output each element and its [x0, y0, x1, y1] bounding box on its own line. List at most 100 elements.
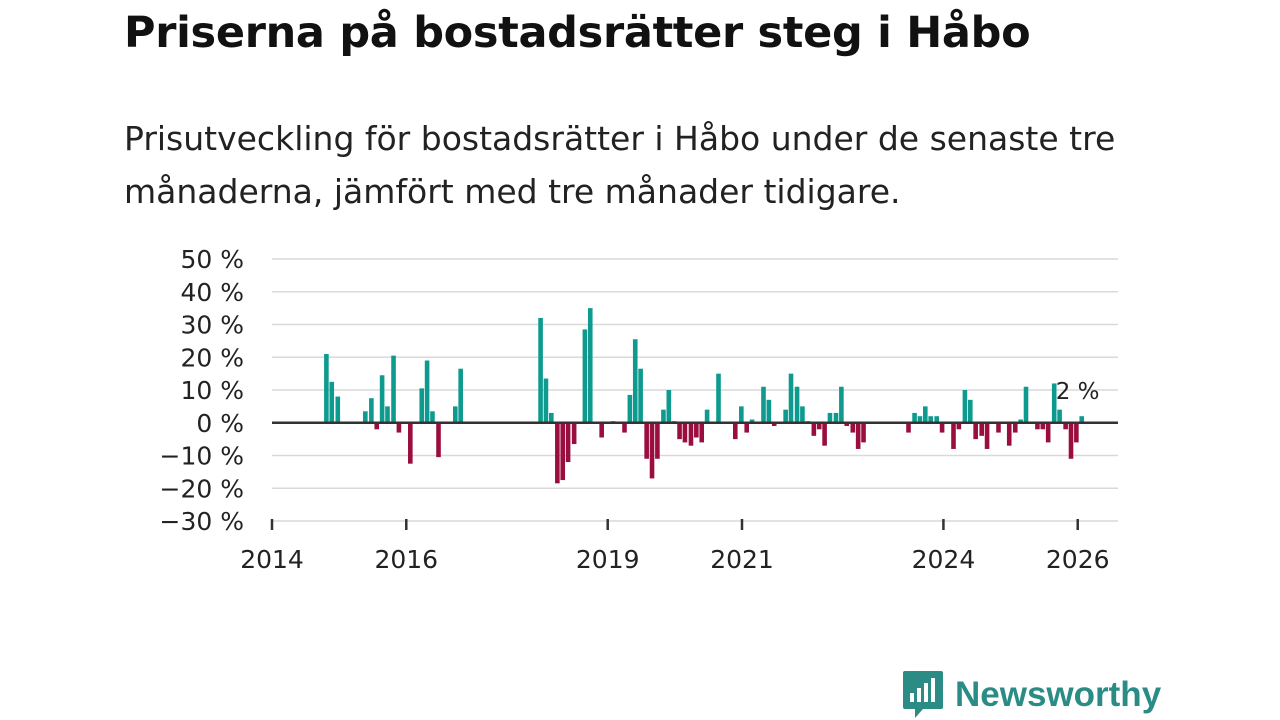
x-tick-label: 2019 [576, 545, 640, 574]
bar [385, 406, 390, 423]
bar [811, 422, 817, 436]
bar [374, 422, 380, 430]
y-tick-label: 10 % [180, 376, 244, 405]
y-tick-label: −20 % [160, 474, 244, 503]
bar [839, 386, 844, 423]
bar [788, 373, 794, 423]
x-tick-label: 2021 [710, 545, 774, 574]
bar [419, 388, 425, 423]
bar [682, 422, 688, 443]
bars [324, 308, 1085, 484]
bar [923, 406, 928, 423]
bar [655, 422, 660, 459]
bar [622, 422, 627, 433]
bar [391, 355, 396, 423]
bar [800, 406, 805, 423]
bar [599, 422, 604, 438]
bar [771, 422, 777, 427]
y-tick-label: 20 % [180, 343, 244, 372]
bar [979, 422, 984, 436]
bar [749, 419, 755, 423]
bar [379, 375, 385, 423]
bar [917, 416, 923, 423]
bar [912, 412, 917, 423]
y-tick-label: 40 % [180, 278, 244, 307]
bar [571, 422, 577, 445]
bar [939, 422, 945, 433]
bar [369, 398, 374, 423]
bar [436, 422, 441, 458]
bar [951, 422, 956, 449]
bar [565, 422, 571, 463]
bar [962, 390, 968, 423]
bar [1035, 422, 1040, 430]
bar [335, 396, 341, 423]
bar [555, 422, 560, 484]
bar [1079, 416, 1085, 423]
bar [1051, 383, 1057, 423]
bar [934, 416, 940, 423]
bar [996, 422, 1001, 433]
bar [861, 422, 866, 443]
bar [984, 422, 990, 449]
bar [638, 368, 643, 423]
x-axis: 2014 2016 2019 2021 2024 2026 [240, 519, 1110, 574]
bar [855, 422, 861, 449]
bar [587, 308, 593, 423]
x-tick-label: 2026 [1046, 545, 1110, 574]
chart-title: Priserna på bostadsrätter steg i Håbo [124, 8, 1031, 58]
bar [363, 411, 368, 423]
bar [627, 394, 633, 423]
bar [1006, 422, 1012, 446]
chart-subtitle: Prisutveckling för bostadsrätter i Håbo … [124, 119, 1116, 211]
bar [973, 422, 978, 440]
bar [766, 399, 772, 423]
bar [396, 422, 402, 433]
bar [822, 422, 827, 446]
bar [1074, 422, 1079, 443]
bar [458, 368, 463, 423]
y-tick-label: 0 % [196, 409, 244, 438]
y-tick-label: −30 % [160, 507, 244, 536]
newsworthy-logo: Newsworthy [903, 671, 1161, 719]
bar [761, 386, 766, 423]
bar [1057, 409, 1062, 423]
bar [582, 329, 588, 423]
bar [1018, 419, 1023, 423]
bar [694, 422, 699, 438]
bar [732, 422, 738, 440]
bar [677, 422, 682, 440]
bar [794, 386, 800, 423]
bar [1023, 386, 1029, 423]
x-tick-label: 2016 [374, 545, 438, 574]
bar [928, 416, 933, 423]
bar [783, 409, 788, 423]
bar [632, 339, 638, 423]
bar [661, 409, 666, 423]
bar [699, 422, 705, 443]
bar [906, 422, 911, 433]
bar [538, 317, 543, 423]
bar [666, 390, 672, 423]
bar [453, 406, 458, 423]
bar [844, 422, 850, 427]
bar [1068, 422, 1074, 459]
gridlines [272, 258, 1118, 522]
x-tick-label: 2014 [240, 545, 304, 574]
bar [967, 399, 973, 423]
latest-value-label: 2 % [1056, 379, 1100, 405]
y-axis: 50 % 40 % 30 % 20 % 10 % 0 % −10 % −20 % −30 % [160, 245, 244, 536]
bar [549, 412, 554, 423]
bar [744, 422, 749, 433]
bar [816, 422, 822, 430]
bar [644, 422, 649, 459]
bar [649, 422, 655, 479]
bar [739, 406, 744, 423]
bar [956, 422, 962, 430]
bar [543, 378, 549, 423]
bar [324, 353, 329, 423]
y-tick-label: 50 % [180, 245, 244, 274]
bar [688, 422, 694, 446]
brand-name: Newsworthy [955, 675, 1162, 714]
